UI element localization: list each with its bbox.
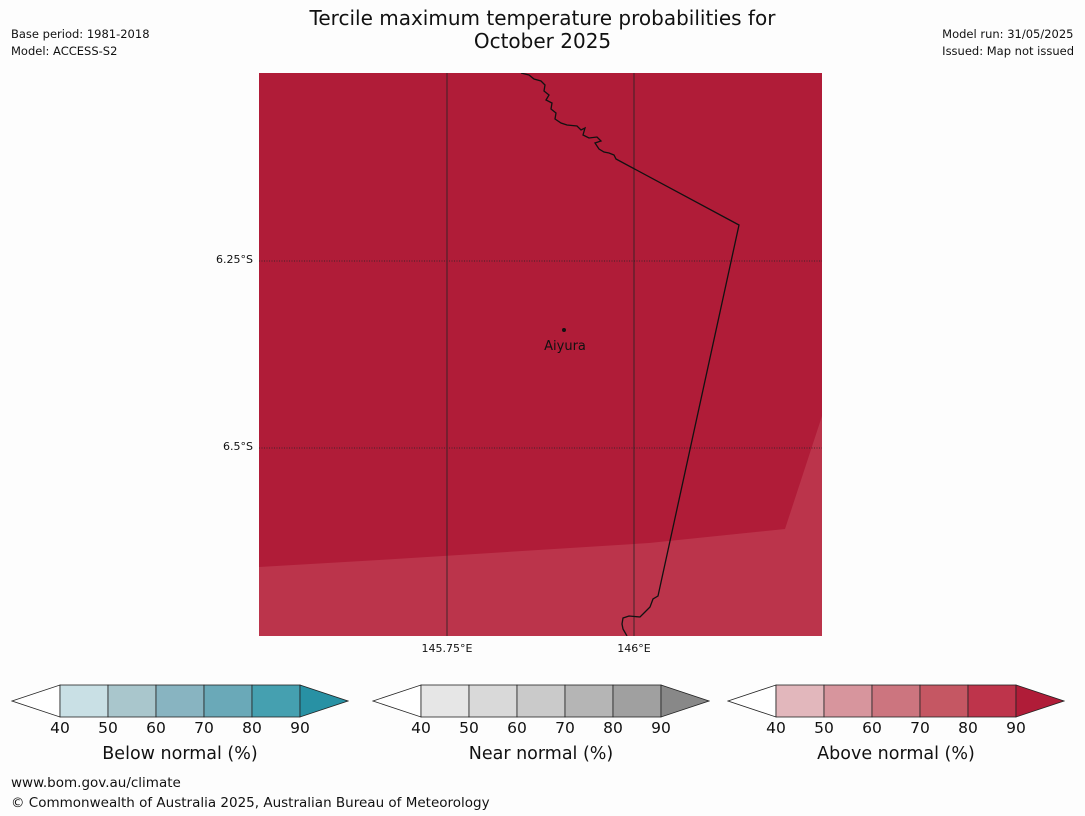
below-segment-60 bbox=[155, 684, 205, 718]
below-tick-label: 40 bbox=[50, 719, 70, 737]
below-tick-label: 70 bbox=[194, 719, 214, 737]
map-title: Tercile maximum temperature probabilitie… bbox=[0, 7, 1085, 53]
issued-status: Issued: Map not issued bbox=[942, 44, 1074, 58]
lat-label-6-5s: 6.5°S bbox=[223, 440, 253, 453]
below-tick-label: 80 bbox=[242, 719, 262, 737]
below-colorbar-graphic bbox=[11, 684, 349, 718]
near-segment-50 bbox=[468, 684, 518, 718]
near-segment-60 bbox=[516, 684, 566, 718]
near-segment-80 bbox=[612, 684, 662, 718]
below-segment-70 bbox=[203, 684, 253, 718]
above-segment-50 bbox=[823, 684, 873, 718]
near-colorbar-graphic bbox=[372, 684, 710, 718]
run-info: Model run: 31/05/2025 Issued: Map not is… bbox=[942, 26, 1074, 60]
above-segment-80 bbox=[967, 684, 1017, 718]
below-colorbar-title: Below normal (%) bbox=[102, 744, 258, 764]
above-segment-40 bbox=[775, 684, 825, 718]
below-tick-label: 60 bbox=[146, 719, 166, 737]
near-colorbar-title: Near normal (%) bbox=[468, 744, 614, 764]
below-under-triangle bbox=[11, 684, 61, 718]
above-tick-label: 60 bbox=[862, 719, 882, 737]
below-over-triangle bbox=[299, 684, 349, 718]
above-tick-label: 70 bbox=[910, 719, 930, 737]
near-tick-label: 60 bbox=[507, 719, 527, 737]
above-tick-label: 40 bbox=[766, 719, 786, 737]
near-tick-label: 70 bbox=[555, 719, 575, 737]
near-under-triangle bbox=[372, 684, 422, 718]
map-title-line1: Tercile maximum temperature probabilitie… bbox=[309, 6, 776, 30]
lon-label-146e: 146°E bbox=[617, 642, 651, 655]
above-colorbar-graphic bbox=[727, 684, 1065, 718]
below-segment-50 bbox=[107, 684, 157, 718]
above-tick-label: 90 bbox=[1006, 719, 1026, 737]
base-period: Base period: 1981-2018 bbox=[11, 27, 150, 41]
above-colorbar-title: Above normal (%) bbox=[817, 744, 975, 764]
above-tick-label: 80 bbox=[958, 719, 978, 737]
below-tick-label: 50 bbox=[98, 719, 118, 737]
near-tick-label: 50 bbox=[459, 719, 479, 737]
above-over-triangle bbox=[1015, 684, 1065, 718]
map-title-line2: October 2025 bbox=[473, 29, 612, 53]
aiyura-label: Aiyura bbox=[544, 339, 586, 354]
above-normal-80-region bbox=[259, 416, 822, 636]
below-segment-80 bbox=[251, 684, 301, 718]
above-tick-label: 50 bbox=[814, 719, 834, 737]
aiyura-marker[interactable] bbox=[562, 328, 566, 332]
model-name: Model: ACCESS-S2 bbox=[11, 44, 118, 58]
near-segment-40 bbox=[420, 684, 470, 718]
below-segment-40 bbox=[59, 684, 109, 718]
near-over-triangle bbox=[660, 684, 710, 718]
near-tick-label: 40 bbox=[411, 719, 431, 737]
above-segment-70 bbox=[919, 684, 969, 718]
lon-label-145-75e: 145.75°E bbox=[421, 642, 473, 655]
above-under-triangle bbox=[727, 684, 777, 718]
footer-url[interactable]: www.bom.gov.au/climate bbox=[11, 775, 181, 791]
above-segment-60 bbox=[871, 684, 921, 718]
probability-map[interactable]: Aiyura bbox=[259, 73, 822, 636]
near-tick-label: 90 bbox=[651, 719, 671, 737]
model-run: Model run: 31/05/2025 bbox=[942, 27, 1074, 41]
footer-copyright: © Commonwealth of Australia 2025, Austra… bbox=[11, 795, 490, 811]
model-info: Base period: 1981-2018 Model: ACCESS-S2 bbox=[11, 26, 150, 60]
lat-label-6-25s: 6.25°S bbox=[216, 253, 253, 266]
below-tick-label: 90 bbox=[290, 719, 310, 737]
near-tick-label: 80 bbox=[603, 719, 623, 737]
near-segment-70 bbox=[564, 684, 614, 718]
border-line bbox=[520, 73, 740, 636]
